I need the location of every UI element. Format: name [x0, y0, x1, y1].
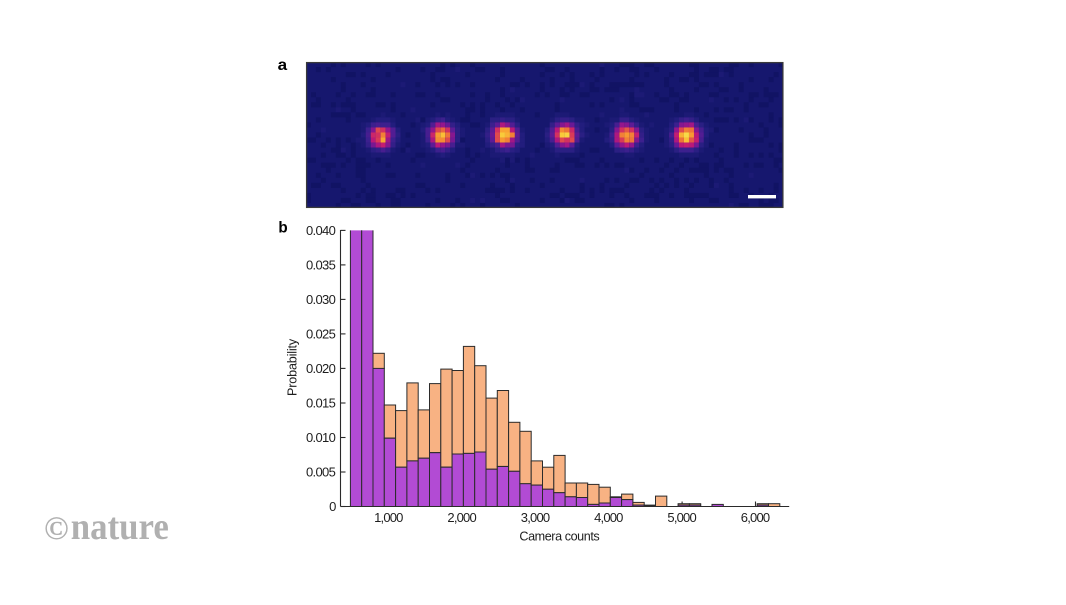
svg-text:1,000: 1,000	[374, 510, 403, 525]
svg-text:0.025: 0.025	[306, 327, 336, 342]
svg-text:0.020: 0.020	[306, 361, 336, 376]
svg-text:a: a	[278, 57, 288, 74]
svg-text:©: ©	[44, 511, 69, 547]
svg-text:4,000: 4,000	[594, 510, 623, 525]
svg-text:0.010: 0.010	[306, 430, 336, 445]
svg-text:b: b	[278, 220, 288, 237]
svg-text:0.005: 0.005	[306, 465, 336, 480]
svg-text:2,000: 2,000	[447, 510, 476, 525]
svg-text:0.040: 0.040	[306, 223, 336, 238]
svg-text:Camera counts: Camera counts	[519, 529, 599, 543]
svg-text:nature: nature	[71, 506, 169, 548]
svg-text:0.035: 0.035	[306, 258, 336, 273]
svg-text:0.015: 0.015	[306, 396, 336, 411]
svg-text:6,000: 6,000	[741, 510, 770, 525]
svg-text:0.030: 0.030	[306, 292, 336, 307]
svg-text:5,000: 5,000	[667, 510, 696, 525]
svg-text:0: 0	[329, 499, 336, 514]
svg-text:3,000: 3,000	[521, 510, 550, 525]
svg-text:Probability: Probability	[286, 338, 300, 396]
